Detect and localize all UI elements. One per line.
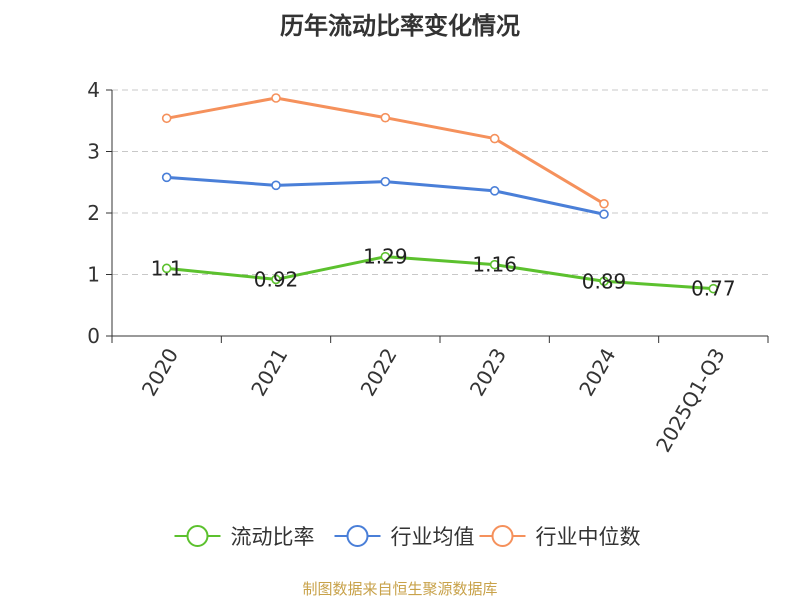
data-point bbox=[271, 180, 281, 191]
legend-swatch-marker bbox=[186, 525, 209, 547]
series-points bbox=[161, 93, 719, 294]
data-label: 0.92 bbox=[254, 267, 299, 291]
data-point bbox=[489, 259, 500, 270]
series-line bbox=[166, 255, 714, 291]
legend-label: 行业中位数 bbox=[536, 525, 641, 549]
data-point bbox=[161, 172, 172, 183]
x-axis: 2020 2021 2022 2023 2024 2025Q1-Q3 bbox=[111, 335, 769, 456]
data-point bbox=[599, 198, 609, 209]
data-point bbox=[489, 186, 500, 196]
data-source-note: 制图数据来自恒生聚源数据库 bbox=[302, 580, 498, 598]
legend-label: 行业均值 bbox=[391, 525, 475, 549]
x-tick-label: 2021 bbox=[246, 344, 292, 400]
data-point bbox=[271, 93, 281, 103]
series-lines bbox=[166, 96, 714, 291]
data-label: 1.1 bbox=[151, 256, 183, 280]
legend-item: 流动比率 bbox=[174, 525, 315, 549]
data-point bbox=[599, 209, 609, 220]
x-tick-label: 2025Q1-Q3 bbox=[651, 344, 730, 456]
data-point bbox=[271, 274, 281, 285]
grid-lines bbox=[112, 89, 768, 275]
y-tick-label: 1 bbox=[87, 263, 100, 287]
x-tick-label: 2020 bbox=[137, 344, 183, 400]
data-point bbox=[489, 133, 500, 144]
x-tick-label: 2023 bbox=[465, 344, 511, 400]
data-point bbox=[161, 263, 172, 274]
legend: 流动比率 行业均值 行业中位数 bbox=[174, 525, 641, 549]
x-tick-label: 2024 bbox=[574, 344, 620, 400]
y-axis: 0 1 2 3 4 bbox=[87, 78, 113, 348]
data-point bbox=[380, 112, 391, 123]
chart-title: 历年流动比率变化情况 bbox=[280, 12, 520, 40]
data-point bbox=[380, 251, 391, 262]
x-tick-label: 2022 bbox=[355, 344, 401, 400]
data-point bbox=[380, 176, 391, 187]
data-point bbox=[599, 276, 609, 287]
legend-item: 行业均值 bbox=[334, 525, 475, 549]
data-point bbox=[161, 113, 172, 124]
data-label: 1.29 bbox=[363, 245, 408, 269]
y-tick-label: 4 bbox=[87, 78, 100, 102]
data-label: 0.77 bbox=[691, 277, 736, 301]
y-tick-label: 0 bbox=[87, 324, 100, 348]
y-tick-label: 2 bbox=[87, 201, 100, 225]
data-label: 1.16 bbox=[472, 253, 517, 277]
data-label: 0.89 bbox=[582, 269, 627, 293]
legend-label: 流动比率 bbox=[231, 525, 315, 549]
legend-item: 行业中位数 bbox=[479, 525, 641, 549]
legend-swatch-marker bbox=[346, 525, 369, 547]
legend-swatch-marker bbox=[491, 525, 514, 547]
y-tick-label: 3 bbox=[87, 140, 100, 164]
data-point bbox=[708, 283, 719, 294]
data-labels: 1.1 0.92 1.29 1.16 0.89 0.77 bbox=[151, 245, 736, 301]
